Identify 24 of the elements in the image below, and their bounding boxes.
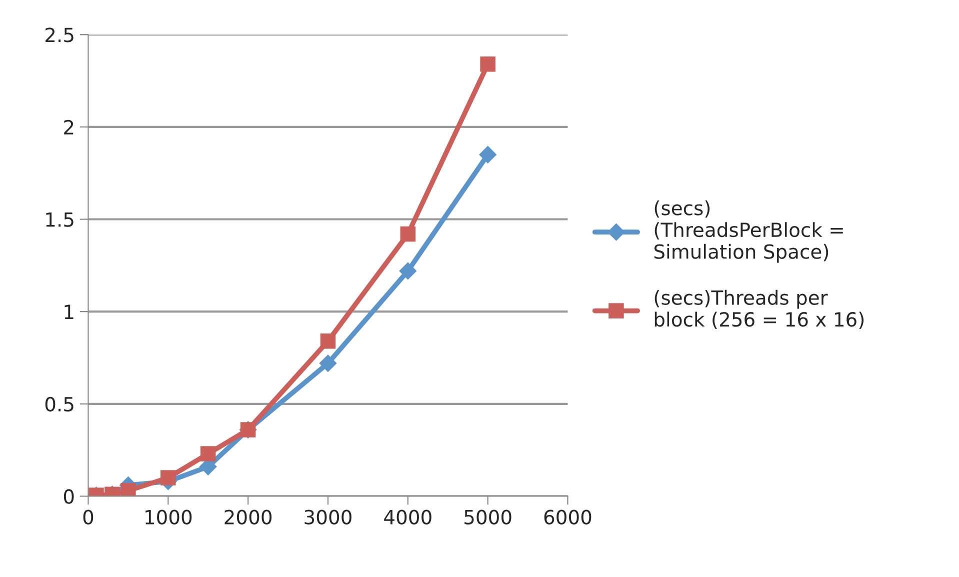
legend-label: (secs)Threads per block (256 = 16 x 16)	[654, 290, 864, 330]
point	[120, 483, 136, 496]
point	[320, 333, 336, 349]
point	[200, 446, 216, 462]
x-tick-label: 4000	[384, 510, 432, 524]
x-tick-label: 3000	[304, 510, 352, 524]
y-tick-label: 1	[64, 304, 74, 319]
point	[399, 262, 417, 280]
y-tick-label: 2	[64, 120, 74, 134]
x-tick-label: 5000	[464, 510, 512, 524]
y-tick-label: 2.5	[46, 28, 74, 42]
x-tick-label: 6000	[544, 510, 592, 524]
y-tick-label: 0	[64, 489, 74, 504]
y-tick-label: 0.5	[45, 396, 74, 412]
x-tick-label: 1000	[146, 510, 192, 524]
legend-label: (secs) (ThreadsPerBlock = Simulation Space)	[654, 200, 843, 263]
x-tick-label: 0	[83, 510, 94, 524]
point	[160, 470, 176, 486]
point	[319, 354, 337, 372]
x-tick-label: 2000	[224, 510, 272, 524]
point	[478, 146, 497, 164]
y-tick-label: 1.5	[46, 212, 74, 227]
point	[400, 226, 416, 242]
point	[480, 56, 496, 72]
